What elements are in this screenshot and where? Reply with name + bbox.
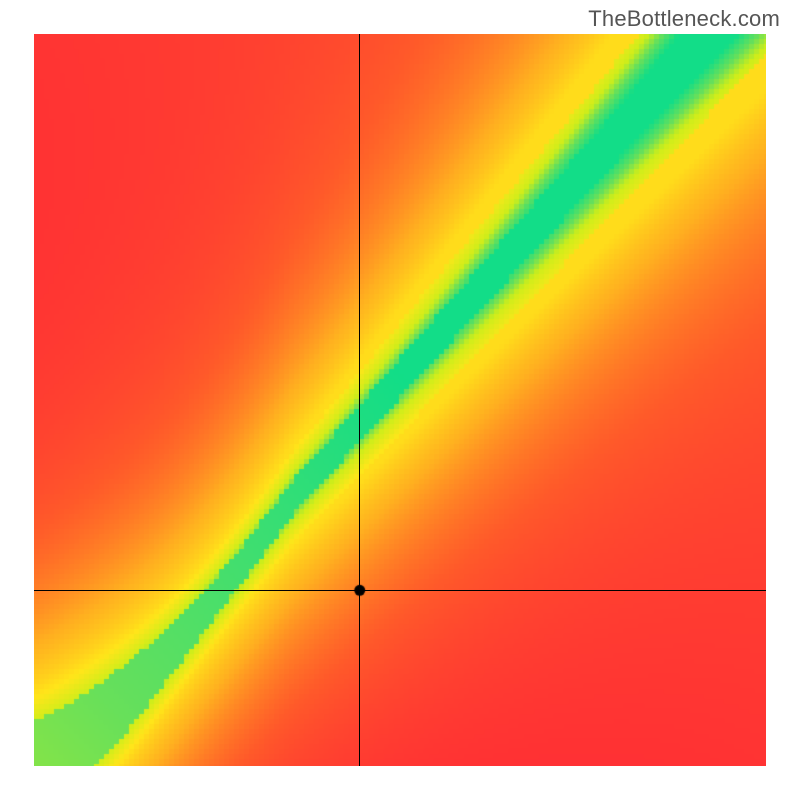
watermark-text: TheBottleneck.com [588,6,780,32]
chart-area [34,34,766,766]
marker-overlay [34,34,766,766]
chart-container: TheBottleneck.com [0,0,800,800]
